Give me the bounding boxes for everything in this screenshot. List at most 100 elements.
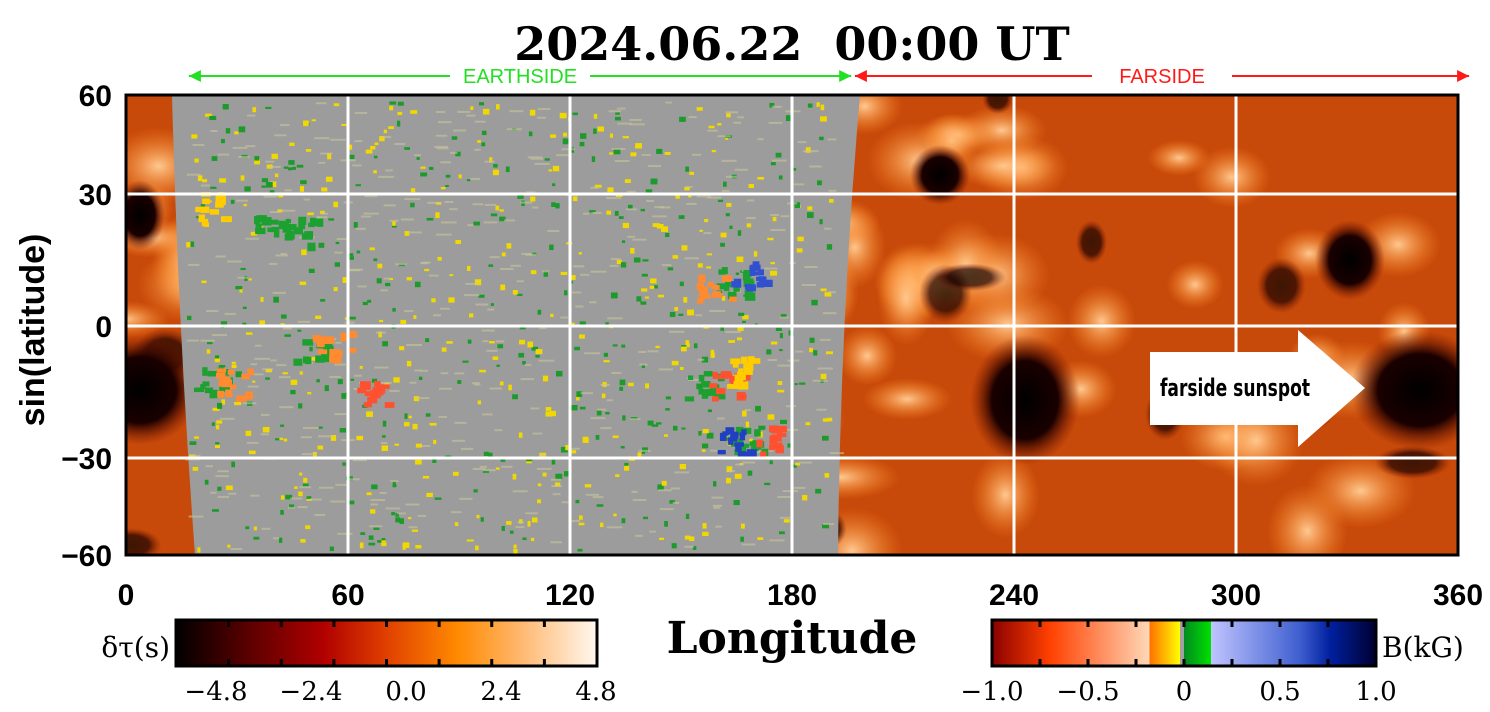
flux-pixel [383, 129, 387, 134]
active-region-pixel [704, 381, 711, 387]
active-region-pixel [202, 381, 210, 387]
flux-pixel [684, 535, 691, 540]
flux-pixel [404, 231, 410, 236]
flux-pixel [618, 216, 624, 219]
flux-pixel [272, 537, 280, 540]
flux-pixel [822, 312, 837, 315]
flux-pixel [532, 206, 539, 209]
flux-pixel [454, 522, 459, 527]
flux-pixel [347, 256, 354, 260]
flux-pixel [191, 134, 198, 139]
flux-pixel [525, 512, 538, 515]
flux-pixel [261, 178, 269, 183]
flux-pixel [318, 426, 323, 429]
flux-pixel [472, 467, 486, 470]
flux-pixel [530, 537, 535, 542]
active-region-pixel [247, 368, 254, 376]
flux-pixel [720, 242, 725, 247]
colorbar-tick-label: 0.0 [385, 677, 426, 707]
flux-pixel [389, 277, 393, 281]
flux-pixel [347, 253, 354, 257]
colorbar-delta-tau [174, 618, 599, 668]
flux-pixel [382, 420, 387, 427]
flux-pixel [218, 364, 226, 368]
flux-pixel [285, 494, 293, 500]
flux-pixel [819, 338, 831, 341]
flux-pixel [342, 277, 348, 283]
flux-pixel [590, 417, 606, 420]
flux-pixel [454, 372, 465, 375]
flux-pixel [640, 301, 647, 305]
flux-pixel [695, 314, 703, 317]
active-region-pixel [198, 214, 205, 223]
active-region-pixel [200, 206, 210, 214]
flux-pixel [402, 543, 406, 550]
flux-pixel [280, 509, 284, 515]
active-region-pixel [735, 445, 742, 452]
flux-pixel [242, 322, 247, 326]
flux-pixel [428, 166, 434, 170]
active-region-pixel [736, 371, 746, 381]
active-region-pixel [367, 396, 378, 404]
flux-pixel [344, 321, 355, 324]
flux-pixel [330, 138, 347, 141]
active-region-pixel [756, 276, 767, 282]
texture-dark [1075, 220, 1108, 265]
flux-pixel [347, 269, 361, 272]
flux-pixel [726, 113, 731, 118]
flux-pixel [415, 397, 430, 400]
active-region-pixel [733, 284, 740, 292]
flux-pixel [314, 513, 325, 516]
flux-pixel [641, 364, 645, 369]
flux-pixel [733, 500, 740, 506]
flux-pixel [245, 526, 250, 530]
chart-title: 2024.06.22 00:00 UT [514, 17, 1069, 71]
flux-pixel [349, 316, 356, 320]
active-region-pixel [697, 297, 704, 304]
flux-pixel [619, 386, 624, 391]
active-region-pixel [217, 390, 225, 398]
flux-pixel [380, 442, 388, 445]
flux-pixel [366, 492, 372, 496]
flux-pixel [528, 131, 533, 137]
flux-pixel [320, 152, 333, 155]
flux-pixel [684, 186, 690, 191]
colorbar-delta-tau-label: δτ(s) [101, 631, 170, 664]
flux-pixel [468, 313, 474, 318]
active-region-pixel [361, 383, 371, 391]
flux-pixel [245, 237, 259, 240]
x-axis-label: Longitude [667, 613, 918, 664]
active-region-pixel [256, 215, 267, 223]
flux-pixel [265, 181, 273, 188]
flux-pixel [318, 161, 326, 164]
flux-pixel [656, 422, 662, 425]
flux-pixel [638, 449, 651, 452]
active-region-pixel [265, 217, 272, 226]
active-region-pixel [772, 442, 783, 450]
flux-pixel [307, 212, 314, 216]
flux-pixel [381, 136, 392, 139]
flux-pixel [628, 382, 634, 387]
flux-pixel [360, 215, 372, 218]
flux-pixel [571, 404, 578, 411]
flux-pixel [551, 484, 562, 487]
flux-pixel [525, 253, 537, 256]
flux-pixel [518, 352, 525, 358]
flux-pixel [279, 406, 294, 409]
flux-pixel [671, 360, 679, 366]
flux-pixel [801, 284, 817, 287]
flux-pixel [217, 486, 222, 491]
region-label-bg [1092, 64, 1232, 88]
region-label: EARTHSIDE [463, 66, 577, 88]
colorbar-tick-label: 2.4 [480, 677, 521, 707]
flux-pixel [606, 526, 623, 529]
flux-pixel [410, 202, 415, 208]
flux-pixel [289, 142, 295, 146]
active-region-pixel [254, 216, 260, 225]
colorbar-tick-label: 0 [1176, 677, 1193, 707]
flux-pixel [769, 539, 785, 542]
flux-pixel [753, 251, 758, 257]
flux-pixel [678, 313, 684, 316]
flux-pixel [771, 105, 782, 108]
flux-pixel [253, 536, 260, 540]
